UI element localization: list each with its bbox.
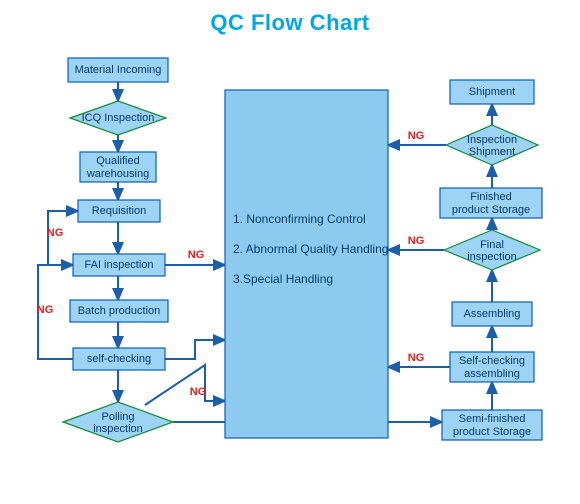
node-label: product Storage — [452, 204, 530, 216]
node-label: Inspection — [467, 134, 517, 146]
edge-label: NG — [408, 130, 425, 142]
node-label: Batch production — [78, 305, 161, 317]
node-label: warehousing — [86, 168, 149, 180]
node-label: Polling — [101, 411, 134, 423]
node-label: Requisition — [92, 205, 146, 217]
center-line: 1. Nonconfirming Control — [233, 212, 366, 226]
edge-label: NG — [190, 386, 207, 398]
edge-label: NG — [47, 227, 64, 239]
edge-label: NG — [408, 235, 425, 247]
node-label: product Storage — [453, 426, 531, 438]
node-label: Assembling — [464, 308, 521, 320]
node-label: Finished — [470, 191, 512, 203]
node-label: ICQ Inspection — [82, 112, 155, 124]
edge-label: NG — [188, 249, 205, 261]
edge-label: NG — [37, 304, 54, 316]
node-label: Shipment — [469, 146, 515, 158]
edge — [145, 365, 225, 405]
node-label: Self-checking — [459, 355, 525, 367]
edge — [165, 340, 225, 359]
node-label: Shipment — [469, 86, 515, 98]
node-label: FAI inspection — [84, 259, 153, 271]
node-label: Material Incoming — [75, 64, 162, 76]
node-label: Semi-finished — [459, 413, 526, 425]
node-label: Final — [480, 239, 504, 251]
flowchart-canvas: YESNGNGNGNGNGNGNG Material IncomingICQ I… — [0, 0, 580, 504]
node-center — [225, 90, 388, 438]
node-label: assembling — [464, 368, 520, 380]
center-line: 2. Abnormal Quality Handling — [233, 242, 388, 256]
node-label: inspection — [467, 251, 517, 263]
node-label: Qualified — [96, 155, 139, 167]
node-label: self-checking — [87, 353, 151, 365]
center-line: 3.Special Handling — [233, 272, 333, 286]
node-label: inspection — [93, 423, 143, 435]
edge-label: NG — [408, 352, 425, 364]
